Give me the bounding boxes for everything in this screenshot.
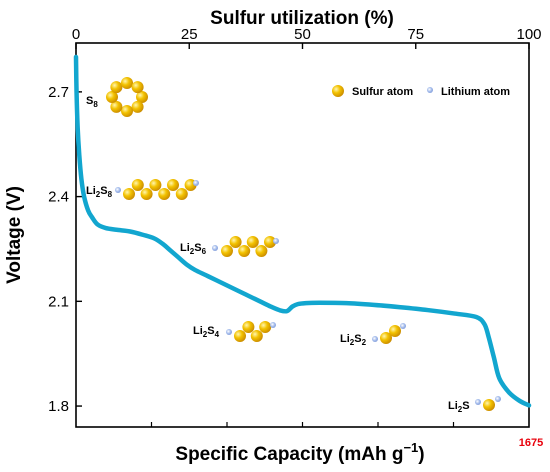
sulfur-atom [121, 105, 133, 117]
sulfur-atom [167, 179, 179, 191]
sulfur-atom [131, 81, 144, 94]
y-tick-label: 2.1 [48, 293, 69, 310]
lithium-atom [427, 87, 433, 93]
molecule-illustrations [106, 77, 501, 411]
max-capacity-label: 1675 [519, 437, 543, 449]
y-axis-title: Voltage (V) [4, 186, 25, 284]
sulfur-atom [140, 188, 153, 200]
sulfur-atom [106, 91, 118, 103]
sulfur-atom [131, 179, 144, 191]
y-tick-label: 1.8 [48, 398, 69, 415]
sulfur-atom [332, 85, 344, 97]
lithium-atom [226, 329, 232, 335]
sulfur-atom [229, 236, 242, 248]
sulfur-atom [221, 245, 233, 257]
sulfur-atom [483, 399, 495, 411]
legend-lithium-label: Lithium atom [441, 86, 510, 98]
species-label: S8 [86, 95, 98, 109]
y-tick-label: 2.7 [48, 84, 69, 101]
sulfur-atom [110, 100, 123, 113]
sulfur-atom [131, 100, 144, 113]
lithium-atom [193, 180, 199, 186]
species-label: Li2S6 [180, 242, 207, 256]
species-label: Li2S4 [193, 325, 220, 339]
lithium-atom [400, 323, 406, 329]
top-tick-label: 75 [407, 26, 424, 43]
sulfur-atom [255, 245, 268, 257]
legend-sulfur-label: Sulfur atom [352, 86, 413, 98]
sulfur-atom [246, 236, 259, 248]
top-axis-ticks: 0 25 50 75 100 [72, 26, 542, 427]
top-tick-label: 25 [181, 26, 198, 43]
sulfur-atom [123, 188, 135, 200]
lithium-atom [475, 399, 481, 405]
lithium-atom [372, 336, 378, 342]
top-tick-label: 50 [294, 26, 311, 43]
sulfur-atom [234, 330, 246, 342]
sulfur-atom [380, 332, 392, 344]
lithium-atom [270, 322, 276, 328]
lithium-atom [273, 238, 279, 244]
species-label: Li2S2 [340, 333, 367, 347]
species-labels: S8 Li2S8 Li2S6 Li2S4 Li2S2 Li2S [86, 95, 470, 414]
sulfur-atom [110, 81, 123, 94]
sulfur-atom [264, 236, 276, 248]
sulfur-atom [238, 245, 251, 257]
lithium-atom [212, 245, 218, 251]
top-tick-label: 100 [516, 26, 541, 43]
sulfur-atom [121, 77, 133, 89]
sulfur-atom [259, 321, 272, 333]
y-axis-ticks: 1.8 2.1 2.4 2.7 [48, 84, 82, 415]
species-label: Li2S8 [86, 185, 113, 199]
lithium-atom [495, 396, 501, 402]
sulfur-atom [242, 321, 255, 333]
sulfur-atom [149, 179, 162, 191]
top-tick-label: 0 [72, 26, 80, 43]
sulfur-atom [175, 188, 188, 200]
lithium-atom [115, 187, 121, 193]
sulfur-atom [389, 325, 401, 337]
y-tick-label: 2.4 [48, 189, 69, 206]
sulfur-atom [158, 188, 171, 200]
sulfur-atom [250, 330, 263, 342]
discharge-curve [73, 54, 532, 408]
top-axis-title: Sulfur utilization (%) [210, 8, 394, 29]
species-label: Li2S [448, 400, 470, 414]
legend: Sulfur atom Lithium atom [332, 85, 510, 98]
legend-sulfur-icon [332, 85, 344, 97]
bottom-axis-title: Specific Capacity (mAh g−1) [175, 440, 424, 465]
legend-lithium-icon [427, 87, 433, 93]
sulfur-atom [136, 91, 148, 103]
